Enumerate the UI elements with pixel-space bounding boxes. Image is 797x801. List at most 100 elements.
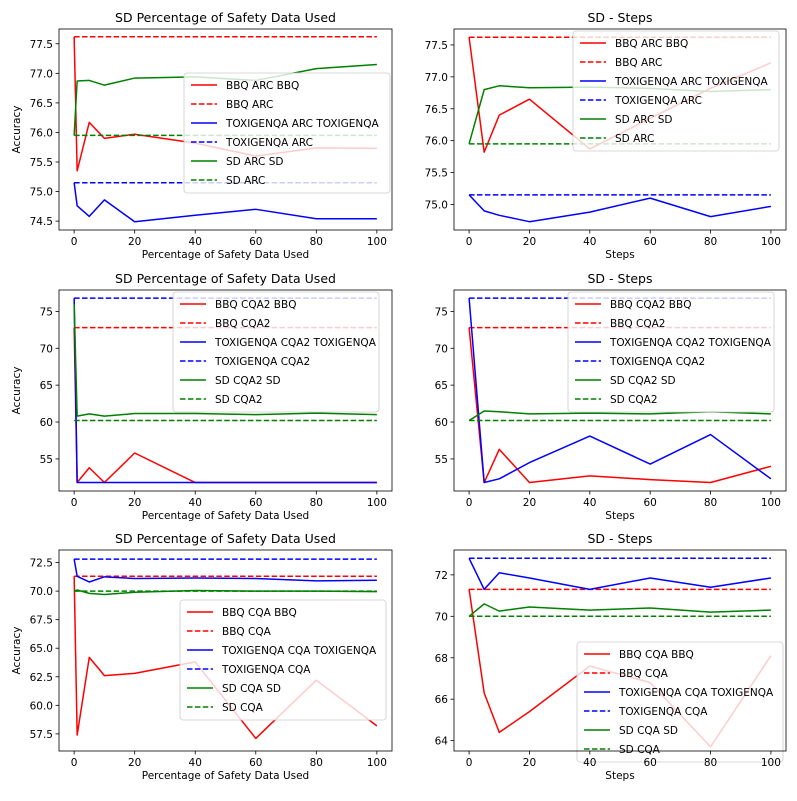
legend-label: BBQ CQA2 bbox=[215, 318, 270, 330]
series-line-sd-cqa2-sd bbox=[468, 410, 771, 422]
series-line-sd-cqa-sd bbox=[468, 603, 771, 617]
series-line-toxigenqa-cqa-toxigenqa bbox=[468, 557, 772, 591]
x-tick-label: 100 bbox=[761, 757, 781, 769]
x-tick-label: 20 bbox=[128, 497, 141, 509]
y-tick-label: 55 bbox=[40, 454, 53, 466]
legend-label: TOXIGENQA CQA TOXIGENQA bbox=[221, 645, 377, 657]
legend-label: TOXIGENQA CQA bbox=[221, 664, 311, 676]
y-tick-label: 77.0 bbox=[425, 72, 448, 84]
x-tick-label: 20 bbox=[128, 757, 141, 769]
y-tick-label: 65.0 bbox=[30, 643, 53, 655]
legend-box bbox=[572, 30, 780, 152]
x-tick-label: 80 bbox=[704, 236, 717, 248]
legend-label: BBQ CQA bbox=[619, 668, 669, 680]
series-line-bbq-cqa2-bbq bbox=[468, 327, 772, 484]
chart-panel-2: BBQ ARC BBQ BBQ ARC TOXIGENQA ARC TOXIGENQ… bbox=[425, 10, 787, 261]
x-tick-label: 80 bbox=[310, 236, 323, 248]
legend-label: SD CQA SD bbox=[619, 725, 678, 737]
legend-label: TOXIGENQA CQA2 bbox=[609, 356, 705, 368]
legend: BBQ ARC BBQ BBQ ARC TOXIGENQA ARC TOXIGENQ… bbox=[572, 30, 780, 152]
y-tick-label: 65 bbox=[40, 380, 53, 392]
legend-box bbox=[183, 72, 391, 194]
legend-label: SD CQA bbox=[619, 744, 661, 756]
y-tick-label: 74.5 bbox=[30, 216, 53, 228]
legend-label: SD CQA2 bbox=[215, 394, 263, 406]
legend-label: SD CQA2 SD bbox=[610, 375, 676, 387]
x-tick-label: 0 bbox=[466, 236, 473, 248]
axes-frame bbox=[453, 289, 787, 492]
chart-title: SD - Steps bbox=[588, 10, 653, 25]
x-tick-label: 0 bbox=[466, 757, 473, 769]
axes-frame bbox=[58, 28, 393, 231]
legend-label: SD ARC bbox=[226, 175, 265, 187]
x-tick-label: 60 bbox=[249, 757, 262, 769]
x-tick-label: 0 bbox=[71, 497, 78, 509]
x-axis-label: Steps bbox=[605, 249, 634, 261]
y-tick-label: 75.0 bbox=[425, 199, 448, 211]
x-tick-label: 80 bbox=[310, 757, 323, 769]
y-tick-label: 65 bbox=[435, 380, 448, 392]
x-tick-label: 80 bbox=[310, 497, 323, 509]
x-tick-label: 0 bbox=[71, 236, 78, 248]
legend-label: TOXIGENQA CQA bbox=[618, 706, 708, 718]
y-tick-label: 77.5 bbox=[30, 39, 53, 51]
x-tick-label: 40 bbox=[189, 757, 202, 769]
x-tick-label: 60 bbox=[249, 497, 262, 509]
y-axis-label: Accuracy bbox=[11, 367, 23, 415]
legend-label: BBQ ARC bbox=[226, 99, 273, 111]
y-tick-label: 76.0 bbox=[30, 127, 53, 139]
x-tick-label: 20 bbox=[523, 497, 536, 509]
x-tick-label: 0 bbox=[71, 757, 78, 769]
y-tick-label: 75.0 bbox=[30, 187, 53, 199]
x-tick-label: 100 bbox=[761, 236, 781, 248]
chart-panel-4: BBQ CQA2 BBQ BBQ CQA2 TOXIGENQA CQA2 TOXIG… bbox=[435, 271, 787, 522]
x-tick-label: 100 bbox=[367, 497, 387, 509]
chart-title: SD Percentage of Safety Data Used bbox=[115, 10, 336, 25]
legend: BBQ CQA2 BBQ BBQ CQA2 TOXIGENQA CQA2 TOXIG… bbox=[567, 291, 775, 413]
legend-label: SD ARC SD bbox=[615, 114, 672, 126]
y-tick-label: 55 bbox=[435, 454, 448, 466]
y-tick-label: 76.5 bbox=[30, 98, 53, 110]
legend-label: BBQ CQA BBQ bbox=[222, 607, 297, 619]
y-axis-label: Accuracy bbox=[11, 627, 23, 675]
chart-title: SD Percentage of Safety Data Used bbox=[115, 531, 336, 546]
chart-panel-1: BBQ ARC BBQ BBQ ARC TOXIGENQA ARC TOXIGENQ… bbox=[11, 10, 393, 261]
y-tick-label: 77.5 bbox=[425, 40, 448, 52]
legend-label: TOXIGENQA CQA2 TOXIGENQA bbox=[609, 337, 772, 349]
series-line-sd-cqa2-sd bbox=[73, 303, 377, 417]
legend-box bbox=[179, 599, 387, 721]
y-tick-label: 75 bbox=[40, 306, 53, 318]
y-tick-label: 72.5 bbox=[30, 558, 53, 570]
y-tick-label: 67.5 bbox=[30, 615, 53, 627]
y-tick-label: 66 bbox=[435, 694, 449, 706]
legend-label: TOXIGENQA ARC TOXIGENQA bbox=[614, 76, 769, 88]
legend-label: TOXIGENQA CQA2 bbox=[214, 356, 310, 368]
x-axis-label: Percentage of Safety Data Used bbox=[142, 249, 309, 261]
y-tick-label: 60.0 bbox=[30, 700, 53, 712]
y-tick-label: 60 bbox=[40, 417, 53, 429]
legend-label: BBQ ARC bbox=[615, 57, 662, 69]
series-line-sd-arc-sd bbox=[73, 63, 377, 136]
series-line-toxigenqa-cqa-toxigenqa bbox=[73, 559, 377, 583]
y-tick-label: 75.5 bbox=[425, 168, 448, 180]
legend-label: SD CQA2 bbox=[610, 394, 658, 406]
chart-title: SD - Steps bbox=[588, 271, 653, 286]
x-tick-label: 40 bbox=[583, 236, 596, 248]
y-tick-label: 70 bbox=[435, 343, 448, 355]
legend: BBQ CQA BBQ BBQ CQA TOXIGENQA CQA TOXIGENQ… bbox=[576, 641, 784, 763]
y-tick-label: 72 bbox=[435, 570, 448, 582]
legend-label: BBQ CQA2 BBQ bbox=[610, 299, 691, 311]
axes-frame bbox=[453, 549, 787, 752]
y-tick-label: 75 bbox=[435, 306, 448, 318]
y-tick-label: 75.5 bbox=[30, 157, 53, 169]
x-axis-label: Steps bbox=[605, 510, 634, 522]
series-line-toxigenqa-arc-toxigenqa bbox=[468, 194, 772, 223]
chart-panel-6: BBQ CQA BBQ BBQ CQA TOXIGENQA CQA TOXIGENQ… bbox=[435, 531, 787, 782]
legend-label: TOXIGENQA ARC bbox=[225, 137, 313, 149]
legend-label: SD ARC SD bbox=[226, 156, 283, 168]
series-line-toxigenqa-cqa2-toxigenqa bbox=[468, 298, 772, 484]
series-line-toxigenqa-arc-toxigenqa bbox=[73, 182, 377, 223]
x-tick-label: 80 bbox=[704, 497, 717, 509]
